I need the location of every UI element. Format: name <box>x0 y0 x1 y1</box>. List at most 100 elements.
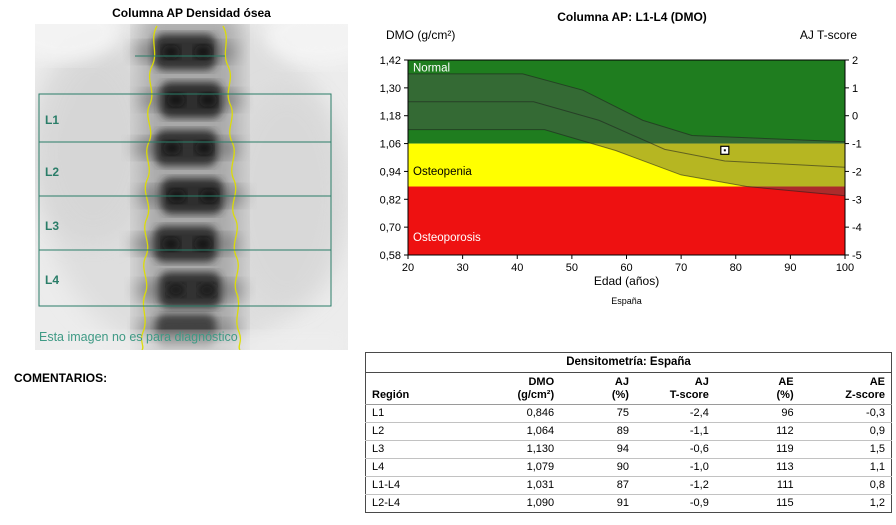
chart-xlabel: Edad (años) <box>593 274 660 288</box>
table-header-cell: DMO <box>528 376 555 388</box>
x-tick-label: 20 <box>402 262 414 274</box>
y-tick-label-right: -5 <box>852 250 862 262</box>
zone-label-normal: Normal <box>413 63 450 75</box>
table-cell: 94 <box>560 440 635 459</box>
zone-osteopenia <box>408 143 845 187</box>
zone-label-osteoporosis: Osteoporosis <box>413 232 481 244</box>
table-header-row-2: Región (g/cm²) (%) T-score (%) Z-score <box>365 389 892 405</box>
y-tick-label-left: 0,82 <box>380 194 401 206</box>
table-cell: 1,090 <box>526 497 555 509</box>
y-tick-label-right: 2 <box>852 55 858 67</box>
table-header-cell: T-score <box>634 389 715 405</box>
chart-source-label: España <box>611 296 642 306</box>
upper-curve <box>408 73 846 143</box>
chart-ylabel-right: AJ T-score <box>799 28 857 42</box>
scan-panel: L1 L2 L3 L4 <box>10 2 375 360</box>
table-row: L3 1,130 94 -0,6 119 1,5 <box>365 440 892 459</box>
table-cell: -0,3 <box>799 404 892 423</box>
table-title-row: Densitometría: España <box>365 352 892 373</box>
table-cell: L1 <box>365 404 436 423</box>
table-cell: 115 <box>776 497 794 509</box>
x-tick-label: 30 <box>457 262 469 274</box>
table-cell: 0,9 <box>799 422 892 441</box>
y-tick-label-right: -3 <box>852 194 862 206</box>
y-tick-label-right: 0 <box>852 111 858 123</box>
table-cell: 89 <box>560 422 635 441</box>
zone-osteoporosis <box>408 186 845 255</box>
table-cell: 75 <box>560 404 635 423</box>
y-tick-label-left: 1,06 <box>380 139 401 151</box>
table-cell: 87 <box>560 476 635 495</box>
roi-label-l2: L2 <box>45 165 59 179</box>
table-cell: L2-L4 <box>372 497 401 509</box>
scan-title: Columna AP Densidad ósea <box>112 6 271 20</box>
table-title: Densitometría: España <box>365 352 892 373</box>
roi-grid[interactable] <box>38 55 332 307</box>
chart-ylabel-left: DMO (g/cm²) <box>386 28 456 42</box>
y-tick-label-left: 0,70 <box>380 222 401 234</box>
y-tick-label-right: 1 <box>852 83 858 95</box>
table-cell: 91 <box>616 497 629 509</box>
table-header-row-1: DMO AJ AJ AE AE <box>366 373 892 390</box>
y-tick-label-left: 1,30 <box>380 83 401 95</box>
patient-marker-dot <box>723 149 726 152</box>
reference-band <box>408 73 845 196</box>
x-tick-label: 50 <box>566 262 578 274</box>
y-tick-label-right: -2 <box>852 166 862 178</box>
table-cell: L4 <box>365 458 436 477</box>
y-tick-label-left: 0,58 <box>380 250 401 262</box>
table-cell: L3 <box>365 440 436 459</box>
table-header-cell <box>366 373 436 390</box>
table-row: L1 0,846 75 -2,4 96 -0,3 <box>365 404 892 423</box>
spine-scan-image: L1 L2 L3 L4 <box>10 2 375 360</box>
spine-xray-rendering <box>10 2 375 360</box>
table-row: L2-L4 1,090 91 -0,9 115 1,2 <box>366 495 892 513</box>
table-cell: 96 <box>714 404 800 423</box>
table-cell: 0,846 <box>435 404 561 423</box>
comments-label: COMENTARIOS: <box>14 371 108 385</box>
table-cell: 1,064 <box>435 422 561 441</box>
x-tick-label: 60 <box>620 262 632 274</box>
table-row: L4 1,079 90 -1,0 113 1,1 <box>365 458 892 477</box>
table-cell: 1,130 <box>435 440 561 459</box>
table-header-cell: AE <box>778 376 794 388</box>
results-table: Densitometría: España DMO AJ AJ AE AE Región… <box>365 352 892 513</box>
results-table-head: Densitometría: España DMO AJ AJ AE AE Región… <box>365 352 892 405</box>
table-header-cell: Z-score <box>799 389 892 405</box>
spine-contour <box>140 25 242 351</box>
y-tick-label-right: -1 <box>852 139 862 151</box>
table-cell: -2,4 <box>634 404 715 423</box>
chart-title: Columna AP: L1-L4 (DMO) <box>557 10 707 24</box>
table-cell: 1,079 <box>435 458 561 477</box>
table-cell: 0,8 <box>799 476 892 495</box>
table-row: L2 1,064 89 -1,1 112 0,9 <box>365 422 892 441</box>
table-cell: -0,6 <box>634 440 715 459</box>
scan-disclaimer: Esta imagen no es para diagnóstico <box>39 330 238 344</box>
table-cell: 1,1 <box>799 458 892 477</box>
roi-label-l3: L3 <box>45 219 59 233</box>
x-tick-label: 70 <box>675 262 687 274</box>
y-tick-label-left: 1,18 <box>380 111 401 123</box>
table-cell: 113 <box>714 458 800 477</box>
x-tick-label: 100 <box>836 262 854 274</box>
y-tick-label-left: 0,94 <box>380 166 401 178</box>
table-cell: L2 <box>365 422 436 441</box>
table-cell: 119 <box>714 440 800 459</box>
table-cell: 90 <box>560 458 635 477</box>
table-header-cell: (g/cm²) <box>435 389 561 405</box>
zone-label-osteopenia: Osteopenia <box>413 166 472 178</box>
table-row: L1-L4 1,031 87 -1,2 111 0,8 <box>365 476 892 495</box>
x-tick-label: 80 <box>730 262 742 274</box>
mid-curve <box>408 101 846 168</box>
table-header-cell: AE <box>869 376 885 388</box>
table-header-cell: AJ <box>614 376 629 388</box>
y-tick-label-right: -4 <box>852 222 862 234</box>
table-cell: 111 <box>714 476 800 495</box>
lower-curve <box>408 129 846 197</box>
table-header-cell: (%) <box>560 389 635 405</box>
table-cell: -0,9 <box>689 497 709 509</box>
table-header-cell: AJ <box>694 376 709 388</box>
table-header-cell: (%) <box>714 389 800 405</box>
